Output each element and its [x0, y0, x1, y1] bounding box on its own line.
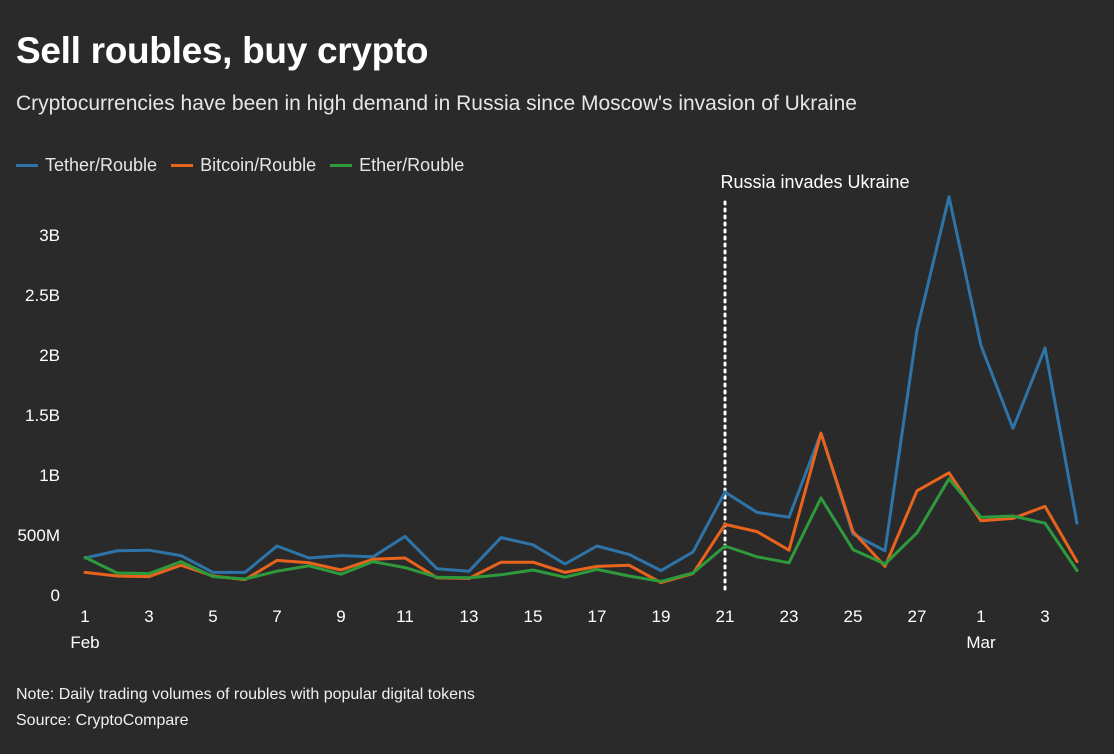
chart-legend: Tether/Rouble Bitcoin/Rouble Ether/Roubl…	[16, 155, 464, 176]
x-tick-label: 9	[336, 607, 345, 626]
x-tick-label: 15	[524, 607, 543, 626]
legend-item-ether: Ether/Rouble	[330, 155, 464, 176]
y-tick-label: 1.5B	[25, 406, 60, 425]
legend-swatch-ether	[330, 164, 353, 167]
month-label: Feb	[70, 633, 99, 652]
legend-item-tether: Tether/Rouble	[16, 155, 157, 176]
x-tick-label: 21	[716, 607, 735, 626]
x-tick-label: 13	[460, 607, 479, 626]
month-label: Mar	[966, 633, 996, 652]
chart-title: Sell roubles, buy crypto	[16, 30, 429, 71]
y-tick-label: 0	[51, 586, 60, 605]
legend-label-bitcoin: Bitcoin/Rouble	[200, 155, 317, 175]
x-tick-label: 17	[588, 607, 607, 626]
x-tick-label: 1	[976, 607, 985, 626]
series-line-tether	[83, 195, 1079, 574]
x-tick-label: 19	[652, 607, 671, 626]
chart-source: Source: CryptoCompare	[16, 712, 189, 729]
x-tick-label: 3	[1040, 607, 1049, 626]
legend-swatch-bitcoin	[171, 164, 194, 167]
legend-item-bitcoin: Bitcoin/Rouble	[171, 155, 316, 176]
y-tick-label: 2.5B	[25, 286, 60, 305]
y-tick-label: 1B	[39, 466, 60, 485]
series-line-bitcoin	[83, 431, 1079, 585]
series-line-ether	[83, 477, 1079, 583]
x-tick-label: 1	[80, 607, 89, 626]
chart-note: Note: Daily trading volumes of roubles w…	[16, 686, 475, 703]
x-tick-label: 27	[908, 607, 927, 626]
y-tick-label: 500M	[17, 526, 60, 545]
x-tick-label: 7	[272, 607, 281, 626]
x-tick-label: 25	[844, 607, 863, 626]
legend-label-ether: Ether/Rouble	[359, 155, 465, 175]
legend-label-tether: Tether/Rouble	[45, 155, 158, 175]
legend-swatch-tether	[16, 164, 38, 167]
y-tick-label: 3B	[39, 226, 60, 245]
chart-subtitle: Cryptocurrencies have been in high deman…	[16, 92, 857, 115]
x-tick-label: 3	[144, 607, 153, 626]
x-tick-label: 11	[396, 607, 414, 626]
x-tick-label: 5	[208, 607, 217, 626]
y-tick-label: 2B	[39, 346, 60, 365]
annotation-label: Russia invades Ukraine	[720, 172, 909, 192]
x-tick-label: 23	[780, 607, 799, 626]
